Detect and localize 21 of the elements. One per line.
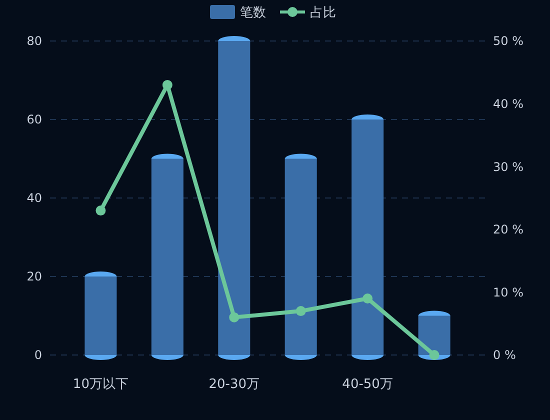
y-tick-label: 20 <box>26 270 42 284</box>
y-tick-label: 40 <box>26 191 42 206</box>
point <box>362 293 373 304</box>
x-tick-label: 20-30万 <box>208 377 260 392</box>
x-tick-label: 10万以下 <box>72 377 128 392</box>
y2-tick-label: 40 % <box>493 97 524 111</box>
point <box>96 206 106 216</box>
y-tick-label: 0 <box>34 348 42 362</box>
y-tick-label: 60 <box>26 112 42 127</box>
y2-tick-label: 20 % <box>493 222 524 237</box>
point <box>296 306 306 316</box>
legend-label: 笔数 <box>240 6 266 21</box>
x-tick-label: 40-50万 <box>342 377 393 392</box>
y-tick-label: 80 <box>26 34 42 48</box>
y2-tick-label: 10 % <box>493 285 524 300</box>
y2-tick-label: 30 % <box>493 160 524 174</box>
y2-tick-label: 50 % <box>493 34 524 48</box>
point <box>229 312 240 322</box>
point <box>162 80 172 90</box>
legend-label: 占比 <box>310 6 336 21</box>
y2-tick-label: 0 % <box>493 348 516 362</box>
